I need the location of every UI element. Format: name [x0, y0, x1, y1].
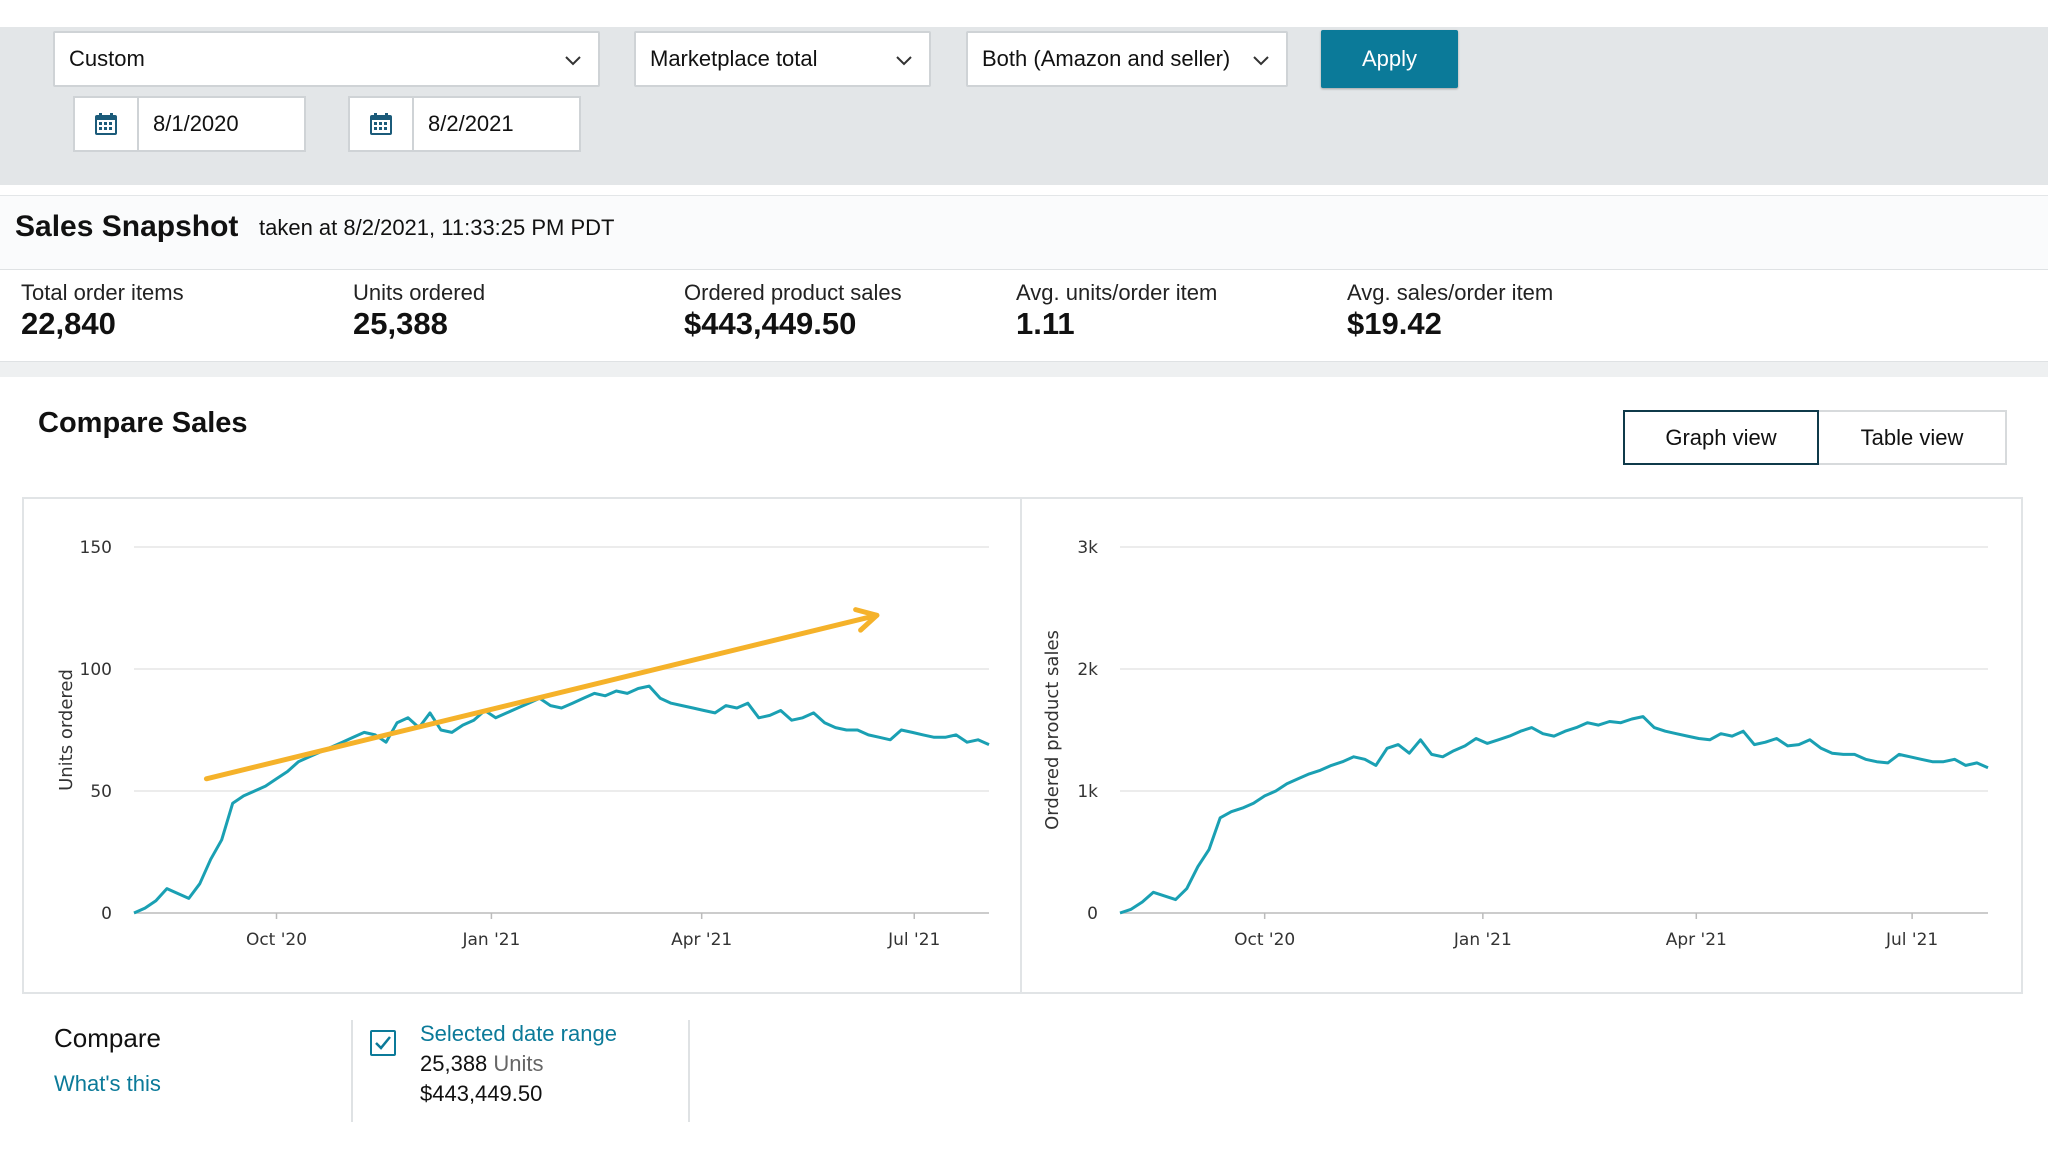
compare-sales-title: Compare Sales	[38, 407, 248, 439]
trend-arrow	[203, 612, 880, 782]
units-value: 25,388	[420, 1051, 488, 1076]
section-divider	[0, 361, 2048, 377]
metric-total-order-items: Total order items 22,840	[21, 280, 184, 342]
metric-avg-sales-per-order-item: Avg. sales/order item $19.42	[1347, 280, 1553, 342]
start-date-field[interactable]: 8/1/2020	[73, 96, 306, 152]
x-tick-label: Apr '21	[1666, 930, 1727, 950]
metric-label: Units ordered	[353, 280, 486, 305]
metric-value: 1.11	[1016, 306, 1075, 341]
compare-label: Compare	[54, 1023, 161, 1053]
metric-value: $19.42	[1347, 306, 1442, 341]
metric-label: Avg. sales/order item	[1347, 280, 1554, 305]
units-ordered-chart-panel: 0 50 100 150 Oct '20 Jan '21 Apr '21 Jul '21 Uni…	[22, 497, 1022, 994]
graph-view-button[interactable]: Graph view	[1623, 410, 1819, 465]
x-tick-label: Jan '21	[461, 930, 520, 950]
whats-this-link[interactable]: What's this	[54, 1071, 161, 1096]
fulfillment-select-value: Both (Amazon and seller)	[982, 46, 1231, 71]
trend-arrow-head	[853, 607, 880, 633]
x-tick-label: Jul '21	[887, 930, 940, 950]
x-tick-label: Jul '21	[1885, 930, 1938, 950]
marketplace-select[interactable]: Marketplace total	[634, 31, 931, 87]
sales-chart-panel: 0 1k 2k 3k Oct '20 Jan '21 Apr '21 Jul '21 Order…	[1020, 497, 2023, 994]
metric-value: 22,840	[21, 306, 116, 341]
metric-label: Total order items	[21, 280, 184, 305]
y-tick-label: 0	[101, 904, 112, 924]
divider	[351, 1020, 353, 1122]
series-line	[133, 684, 990, 915]
calendar-icon[interactable]	[350, 98, 414, 150]
metric-units-ordered: Units ordered 25,388	[353, 280, 485, 342]
end-date-field[interactable]: 8/2/2021	[348, 96, 581, 152]
y-tick-label: 2k	[1077, 660, 1098, 680]
date-range-select[interactable]: Custom	[53, 31, 600, 87]
end-date-value: 8/2/2021	[428, 111, 514, 136]
x-tick-label: Jan '21	[1453, 930, 1512, 950]
start-date-value: 8/1/2020	[153, 111, 239, 136]
table-view-button[interactable]: Table view	[1819, 410, 2007, 465]
y-tick-label: 50	[90, 782, 112, 802]
calendar-icon[interactable]	[75, 98, 139, 150]
metric-value: $443,449.50	[684, 306, 857, 341]
metric-ordered-product-sales: Ordered product sales $443,449.50	[684, 280, 902, 342]
y-tick-label: 3k	[1077, 538, 1098, 558]
divider	[688, 1020, 690, 1122]
x-tick-label: Oct '20	[1234, 930, 1295, 950]
selected-range-sales: $443,449.50	[420, 1081, 543, 1106]
chevron-down-icon	[565, 56, 581, 66]
y-tick-label: 100	[80, 660, 112, 680]
y-tick-label: 0	[1087, 904, 1098, 924]
selected-range-checkbox[interactable]	[370, 1030, 396, 1056]
marketplace-select-value: Marketplace total	[650, 46, 818, 71]
metric-label: Ordered product sales	[684, 280, 902, 305]
date-range-select-value: Custom	[69, 46, 145, 71]
chevron-down-icon	[1253, 56, 1269, 66]
selected-range-units: 25,388 Units	[420, 1051, 544, 1077]
metric-value: 25,388	[353, 306, 448, 341]
y-axis-title: Units ordered	[56, 669, 77, 791]
y-tick-label: 1k	[1077, 782, 1098, 802]
snapshot-timestamp: taken at 8/2/2021, 11:33:25 PM PDT	[259, 215, 615, 240]
series-line	[1119, 715, 1989, 915]
chevron-down-icon	[896, 56, 912, 66]
units-ordered-chart: 0 50 100 150 Oct '20 Jan '21 Apr '21 Jul '21 Uni…	[56, 538, 990, 950]
fulfillment-select[interactable]: Both (Amazon and seller)	[966, 31, 1288, 87]
metric-label: Avg. units/order item	[1016, 280, 1218, 305]
metric-avg-units-per-order-item: Avg. units/order item 1.11	[1016, 280, 1217, 342]
x-tick-label: Apr '21	[671, 930, 732, 950]
selected-range-label[interactable]: Selected date range	[420, 1021, 617, 1046]
check-icon	[375, 1036, 391, 1050]
y-tick-label: 150	[80, 538, 112, 558]
x-tick-label: Oct '20	[246, 930, 307, 950]
snapshot-title: Sales Snapshot	[15, 210, 239, 243]
y-axis-title: Ordered product sales	[1042, 630, 1063, 830]
snapshot-header	[0, 195, 2048, 270]
ordered-product-sales-chart: 0 1k 2k 3k Oct '20 Jan '21 Apr '21 Jul '21 Order…	[1042, 538, 1989, 950]
apply-button[interactable]: Apply	[1321, 30, 1458, 88]
units-word: Units	[493, 1051, 544, 1076]
